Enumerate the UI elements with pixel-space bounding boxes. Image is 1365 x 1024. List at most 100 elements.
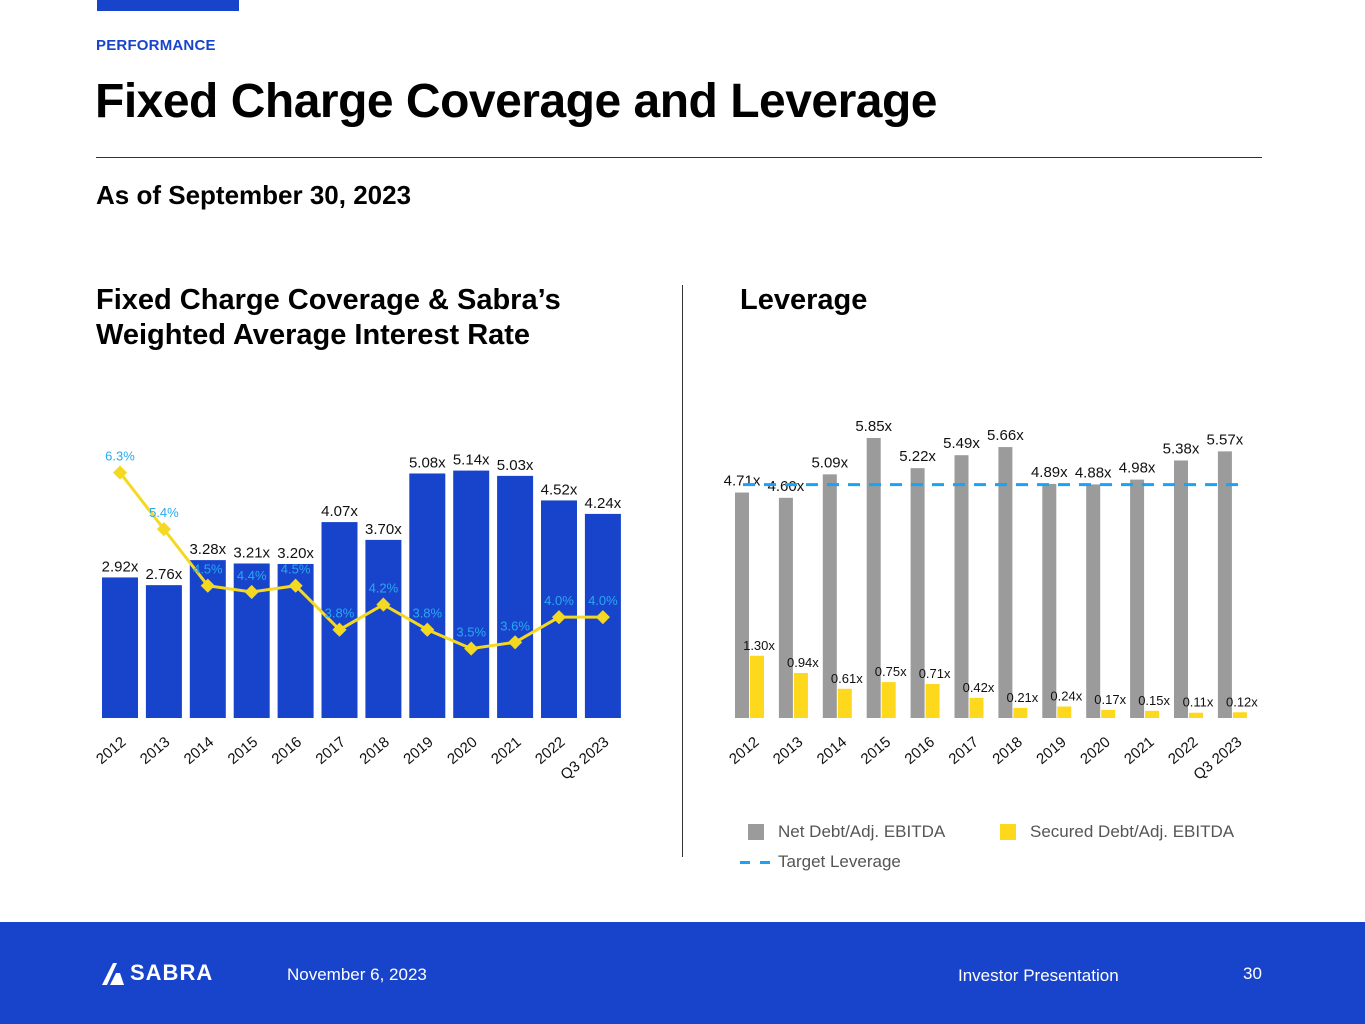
- x-tick-label: 2016: [269, 733, 305, 767]
- x-tick-label: 2018: [356, 733, 392, 767]
- secured-debt-label: 1.30x: [743, 638, 775, 653]
- rate-label: 3.5%: [456, 625, 486, 640]
- net-debt-label: 5.66x: [987, 427, 1024, 444]
- coverage-label: 4.07x: [321, 503, 358, 520]
- coverage-label: 3.70x: [365, 521, 402, 538]
- rate-label: 5.4%: [149, 505, 179, 520]
- coverage-label: 5.08x: [409, 454, 446, 471]
- gray-square-icon: [748, 824, 764, 840]
- as-of-date: As of September 30, 2023: [96, 180, 412, 210]
- net-debt-bar: [822, 474, 837, 718]
- rate-label: 3.8%: [325, 606, 355, 621]
- secured-debt-bar: [1189, 712, 1203, 718]
- x-tick-label: 2014: [814, 733, 850, 767]
- x-tick-label: 2022: [1165, 733, 1201, 767]
- net-debt-label: 5.22x: [899, 448, 936, 465]
- x-tick-label: 2013: [770, 733, 806, 767]
- x-tick-label: 2014: [181, 733, 217, 767]
- secured-debt-bar: [969, 697, 984, 718]
- rate-label: 4.2%: [369, 581, 399, 596]
- x-tick-label: 2020: [1077, 733, 1113, 767]
- fixed-charge-coverage-chart: 2.92x 2012 2.76x 2013 3.28x 2014 3.21x 2015 3.20…: [93, 449, 622, 784]
- x-tick-label: 2015: [858, 733, 894, 767]
- legend-secured-debt: Secured Debt/Adj. EBITDA: [1000, 822, 1270, 842]
- yellow-square-icon: [1000, 824, 1016, 840]
- net-debt-bar: [910, 468, 925, 718]
- x-tick-label: 2021: [1121, 733, 1157, 767]
- accent-bar: [97, 0, 239, 11]
- secured-debt-bar: [925, 684, 940, 718]
- x-tick-label: 2018: [989, 733, 1025, 767]
- left-chart-title: Fixed Charge Coverage & Sabra’s Weighted…: [96, 283, 561, 353]
- legend-target-label: Target Leverage: [778, 852, 901, 871]
- secured-debt-bar: [750, 655, 764, 718]
- rate-label: 4.4%: [237, 568, 267, 583]
- rate-marker: [376, 597, 391, 612]
- net-debt-label: 5.38x: [1163, 440, 1200, 457]
- secured-debt-label: 0.24x: [1050, 689, 1082, 704]
- footer-date: November 6, 2023: [287, 965, 427, 984]
- net-debt-bar: [1130, 479, 1145, 718]
- net-debt-bar: [1086, 484, 1101, 718]
- page-title: Fixed Charge Coverage and Leverage: [95, 75, 937, 128]
- right-chart-title: Leverage: [740, 284, 868, 316]
- rate-label: 4.5%: [281, 562, 311, 577]
- rate-marker: [288, 578, 303, 593]
- left-chart-title-line2: Weighted Average Interest Rate: [96, 319, 531, 351]
- rate-label: 4.5%: [193, 562, 223, 577]
- coverage-label: 4.24x: [585, 495, 622, 512]
- net-debt-label: 5.57x: [1207, 431, 1244, 448]
- rate-label: 4.0%: [588, 593, 618, 608]
- legend-net-debt-label: Net Debt/Adj. EBITDA: [778, 822, 946, 841]
- secured-debt-label: 0.42x: [963, 680, 995, 695]
- left-chart-title-line1: Fixed Charge Coverage & Sabra’s: [96, 284, 561, 316]
- rate-marker: [595, 610, 610, 625]
- x-tick-label: 2013: [137, 733, 173, 767]
- rate-label: 4.0%: [544, 593, 574, 608]
- page-number: 30: [1243, 964, 1262, 983]
- footer-presentation: Investor Presentation: [958, 966, 1119, 985]
- coverage-bar: [409, 473, 446, 718]
- net-debt-label: 4.88x: [1075, 464, 1112, 481]
- secured-debt-label: 0.75x: [875, 664, 907, 679]
- secured-debt-label: 0.21x: [1006, 690, 1038, 705]
- secured-debt-label: 0.11x: [1183, 695, 1214, 710]
- x-tick-label: 2019: [1033, 733, 1069, 767]
- sabra-logo-icon: [102, 963, 124, 985]
- coverage-label: 4.52x: [541, 481, 578, 498]
- coverage-bar: [541, 500, 577, 718]
- secured-debt-label: 0.17x: [1094, 692, 1126, 707]
- coverage-bar: [102, 577, 138, 718]
- rate-label: 3.6%: [500, 618, 530, 633]
- logo-wordmark: SABRA: [130, 960, 214, 985]
- x-tick-label: 2016: [902, 733, 938, 767]
- legend-target: Target Leverage: [740, 852, 980, 872]
- net-debt-bar: [866, 437, 881, 718]
- net-debt-label: 5.49x: [943, 435, 980, 452]
- sabra-logo: SABRA: [100, 960, 213, 986]
- secured-debt-bar: [793, 673, 808, 718]
- dashed-line-icon: [740, 860, 772, 864]
- coverage-bar: [145, 585, 182, 718]
- coverage-bar: [453, 470, 490, 718]
- rate-marker: [332, 622, 347, 637]
- x-tick-label: 2020: [444, 733, 480, 767]
- rate-marker: [551, 610, 567, 625]
- coverage-bar: [365, 539, 402, 718]
- x-tick-label: 2021: [488, 733, 524, 767]
- secured-debt-bar: [881, 682, 896, 718]
- x-tick-label: 2015: [225, 733, 261, 767]
- secured-debt-bar: [1145, 710, 1160, 718]
- secured-debt-bar: [1057, 706, 1072, 718]
- secured-debt-bar: [1101, 709, 1116, 718]
- rate-label: 6.3%: [105, 449, 135, 464]
- x-tick-label: 2022: [532, 733, 568, 767]
- secured-debt-label: 0.15x: [1138, 693, 1170, 708]
- x-tick-label: 2019: [400, 733, 436, 767]
- leverage-chart: 4.71x 1.30x 2012 4.60x 0.94x 2013 5.09x 0.61x 20…: [724, 418, 1259, 784]
- x-tick-label: Q3 2023: [557, 733, 612, 783]
- coverage-bar: [321, 522, 358, 718]
- legend-secured-debt-label: Secured Debt/Adj. EBITDA: [1030, 822, 1235, 841]
- secured-debt-bar: [1232, 712, 1247, 718]
- x-tick-label: 2017: [945, 733, 981, 767]
